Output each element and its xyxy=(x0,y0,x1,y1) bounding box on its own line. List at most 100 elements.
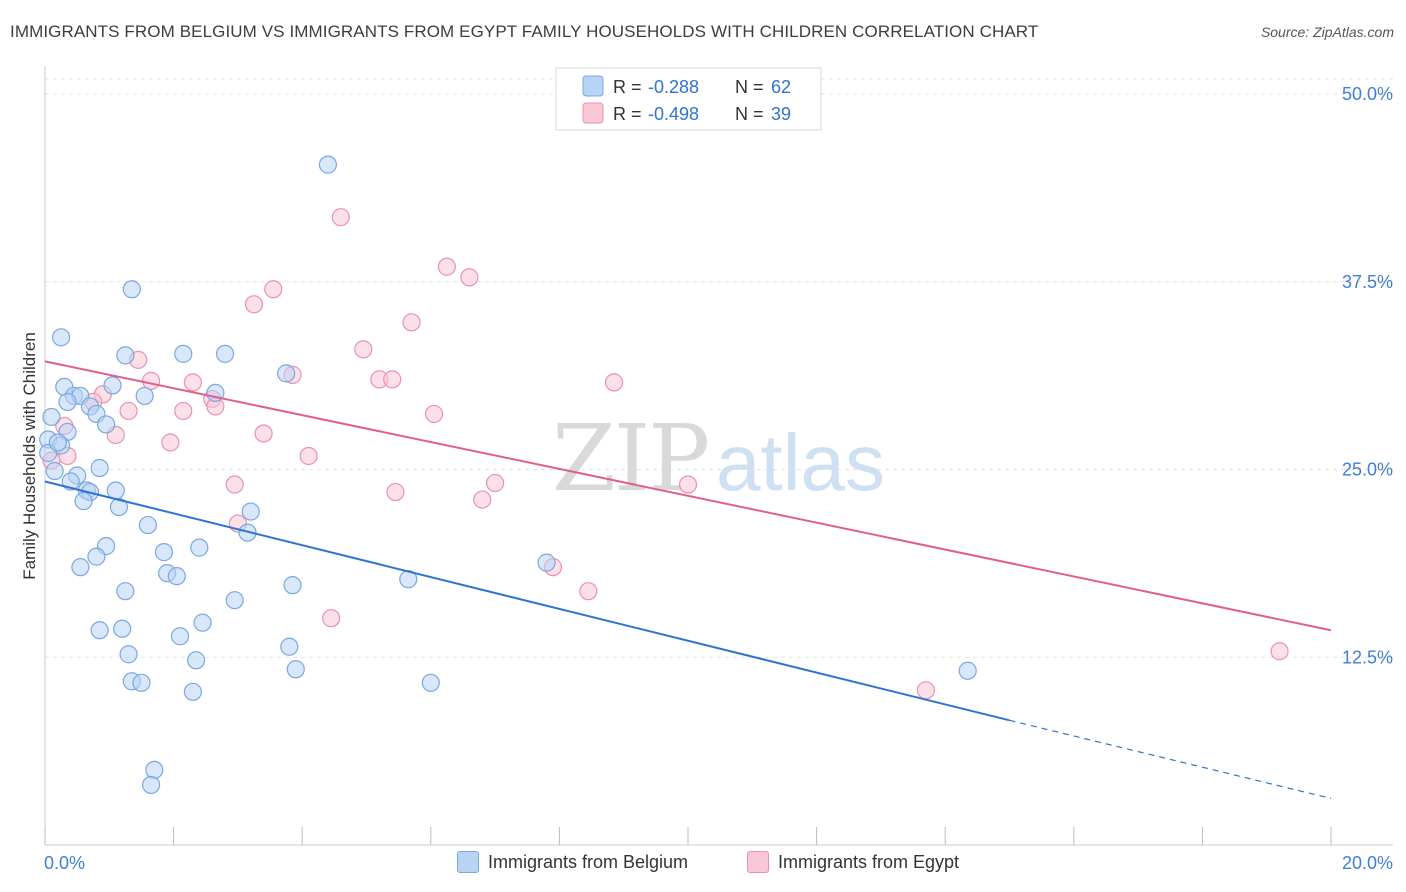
belgium-point-53 xyxy=(286,660,305,679)
belgium-point-11 xyxy=(135,386,154,406)
legend-n-label-egypt: N = xyxy=(735,104,764,124)
egypt-point-36 xyxy=(322,609,341,628)
egypt-point-37 xyxy=(1270,642,1289,661)
legend-item-egypt: Immigrants from Egypt xyxy=(747,851,959,873)
y-axis-label: Family Households with Children xyxy=(20,332,39,580)
belgium-point-28 xyxy=(106,481,125,500)
y-tick-label-0: 12.5% xyxy=(1342,647,1393,667)
egypt-point-38 xyxy=(916,681,936,700)
legend-r-value-belgium: -0.288 xyxy=(648,77,699,97)
belgium-series-points xyxy=(39,155,977,795)
belgium-point-52 xyxy=(187,651,206,670)
legend-n-label-belgium: N = xyxy=(735,77,764,97)
chart-title: IMMIGRANTS FROM BELGIUM VS IMMIGRANTS FR… xyxy=(10,22,1039,41)
legend-r-label-egypt: R = xyxy=(613,104,642,124)
watermark-atlas: atlas xyxy=(716,418,885,507)
y-tick-label-1: 25.0% xyxy=(1342,460,1393,480)
belgium-point-3 xyxy=(116,346,135,365)
chart-source: Source: ZipAtlas.com xyxy=(1260,24,1394,40)
egypt-trendline xyxy=(44,360,1332,632)
egypt-point-5 xyxy=(402,313,421,332)
y-tick-label-2: 37.5% xyxy=(1342,272,1393,292)
egypt-point-2 xyxy=(460,268,479,287)
belgium-point-49 xyxy=(170,627,190,646)
egypt-point-35 xyxy=(579,582,598,601)
egypt-point-18 xyxy=(119,401,138,421)
stats-legend: R = -0.288 N = 62 R = -0.498 N = 39 xyxy=(555,67,822,131)
egypt-point-4 xyxy=(244,295,264,314)
belgium-point-18 xyxy=(42,407,61,427)
belgium-trendline-extension xyxy=(1009,719,1332,800)
egypt-point-29 xyxy=(486,473,505,493)
trendlines xyxy=(44,360,1332,800)
legend-label-egypt: Immigrants from Egypt xyxy=(778,851,960,872)
legend-swatch-egypt xyxy=(582,102,604,124)
legend-swatch-belgium-bottom xyxy=(457,851,479,873)
legend-r-label-belgium: R = xyxy=(613,77,642,97)
egypt-point-12 xyxy=(383,370,402,389)
belgium-point-5 xyxy=(215,344,235,363)
belgium-point-22 xyxy=(90,458,109,478)
belgium-point-39 xyxy=(537,553,556,572)
egypt-point-0 xyxy=(331,208,350,227)
egypt-point-28 xyxy=(225,475,244,494)
belgium-point-13 xyxy=(58,392,77,412)
egypt-point-1 xyxy=(437,257,456,276)
egypt-point-13 xyxy=(604,373,624,392)
belgium-point-54 xyxy=(958,661,977,680)
belgium-point-24 xyxy=(61,472,80,491)
belgium-point-37 xyxy=(87,547,106,566)
belgium-point-30 xyxy=(109,497,129,517)
belgium-point-44 xyxy=(116,582,135,601)
y-tick-label-3: 50.0% xyxy=(1342,84,1393,104)
belgium-trendline xyxy=(44,480,1010,722)
belgium-point-2 xyxy=(51,328,71,347)
egypt-point-6 xyxy=(354,340,373,359)
egypt-point-24 xyxy=(161,433,180,452)
belgium-point-35 xyxy=(190,538,209,557)
tick-labels: 12.5% 25.0% 37.5% 50.0% 0.0% 20.0% xyxy=(44,84,1393,873)
egypt-point-23 xyxy=(254,424,273,443)
egypt-point-32 xyxy=(473,490,492,509)
legend-r-value-egypt: -0.498 xyxy=(648,104,699,124)
bottom-legend: Immigrants from Belgium Immigrants from … xyxy=(0,851,1406,877)
belgium-point-41 xyxy=(167,567,186,586)
belgium-point-38 xyxy=(71,558,90,577)
belgium-point-6 xyxy=(277,364,296,383)
legend-item-belgium: Immigrants from Belgium xyxy=(457,851,688,873)
egypt-point-19 xyxy=(174,401,193,421)
belgium-point-29 xyxy=(74,491,93,511)
egypt-point-3 xyxy=(264,280,283,299)
belgium-point-61 xyxy=(48,433,67,452)
belgium-point-47 xyxy=(90,621,109,640)
belgium-point-46 xyxy=(193,613,212,632)
belgium-point-57 xyxy=(421,673,440,692)
grid-lines xyxy=(45,78,1393,658)
egypt-point-31 xyxy=(386,482,405,502)
legend-n-value-egypt: 39 xyxy=(771,104,791,124)
belgium-point-56 xyxy=(132,673,151,692)
belgium-point-36 xyxy=(154,543,174,562)
belgium-point-43 xyxy=(283,576,302,595)
legend-n-value-belgium: 62 xyxy=(771,77,791,97)
belgium-point-32 xyxy=(138,515,157,535)
belgium-point-16 xyxy=(96,415,116,434)
x-tick-label-min: 0.0% xyxy=(44,853,85,873)
belgium-point-1 xyxy=(122,280,141,299)
belgium-point-59 xyxy=(145,760,164,780)
belgium-point-45 xyxy=(225,591,244,610)
belgium-point-0 xyxy=(318,155,338,174)
legend-swatch-egypt-bottom xyxy=(747,851,769,873)
belgium-point-7 xyxy=(103,376,122,395)
belgium-point-60 xyxy=(141,775,161,795)
belgium-point-31 xyxy=(241,502,260,521)
belgium-point-4 xyxy=(174,344,193,363)
belgium-point-25 xyxy=(45,461,64,481)
belgium-point-51 xyxy=(119,645,138,664)
x-tick-label-max: 20.0% xyxy=(1342,853,1393,873)
egypt-point-25 xyxy=(299,446,318,466)
belgium-point-58 xyxy=(183,682,202,701)
watermark: ZIP atlas xyxy=(552,405,885,512)
belgium-point-48 xyxy=(113,619,132,638)
